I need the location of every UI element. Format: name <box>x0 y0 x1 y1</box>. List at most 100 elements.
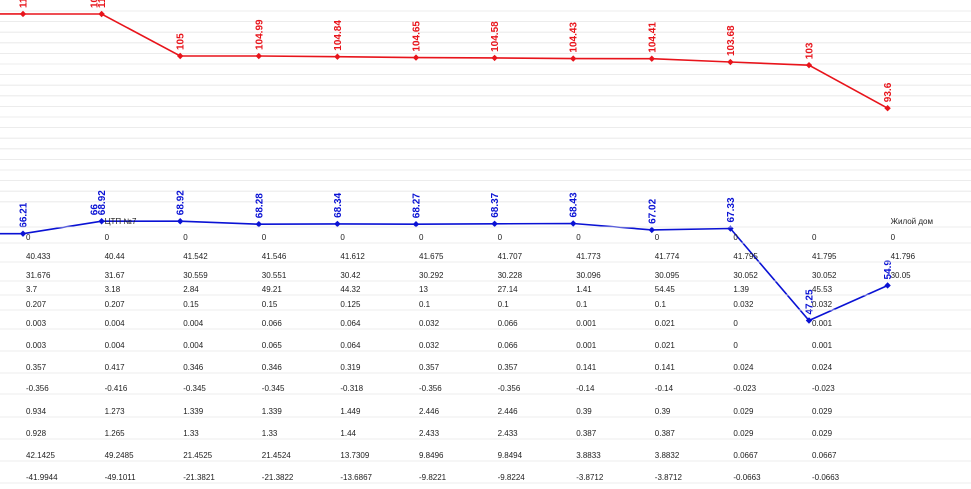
table-cell: 0 <box>498 233 503 242</box>
table-cell: 40.433 <box>26 252 51 261</box>
series-return-data-label: 68.92 <box>97 190 108 215</box>
series-supply-data-label: 104.84 <box>333 20 344 51</box>
table-cell: 44.32 <box>340 285 361 294</box>
table-cell: -3.8712 <box>576 473 604 482</box>
node-name-cell: ЦТП №7 <box>105 217 137 226</box>
table-cell: 41.675 <box>419 252 444 261</box>
table-cell: 0.032 <box>733 300 754 309</box>
series-supply-point <box>884 105 891 112</box>
table-cell: -3.8712 <box>655 473 683 482</box>
table-cell: 0.001 <box>576 319 597 328</box>
table-cell: 0.0667 <box>733 451 758 460</box>
table-cell: 0.387 <box>576 429 597 438</box>
table-cell: 0.064 <box>340 341 361 350</box>
table-cell: -49.1011 <box>105 473 137 482</box>
series-return-line <box>22 220 888 322</box>
series-supply-point <box>19 10 27 18</box>
table-cell: 30.551 <box>262 271 287 280</box>
table-cell: -0.356 <box>419 384 442 393</box>
table-cell: -21.3822 <box>262 473 294 482</box>
series-return-point <box>177 218 184 225</box>
table-cell: 1.273 <box>105 407 126 416</box>
table-cell: 0.003 <box>26 341 47 350</box>
table-cell: 2.84 <box>183 285 199 294</box>
table-cell: 9.8496 <box>419 451 444 460</box>
table-cell: 0.141 <box>576 363 597 372</box>
table-cell: 0.064 <box>340 319 361 328</box>
table-cell: 30.052 <box>733 271 758 280</box>
table-cell: 2.433 <box>419 429 440 438</box>
table-cell: 0.207 <box>26 300 47 309</box>
table-cell: 13 <box>419 285 428 294</box>
table-cell: 41.546 <box>262 252 287 261</box>
table-cell: 0.15 <box>183 300 199 309</box>
table-cell: 0.15 <box>262 300 278 309</box>
table-cell: 30.292 <box>419 271 444 280</box>
table-cell: 0.024 <box>733 363 754 372</box>
table-cell: 0 <box>262 233 267 242</box>
table-cell: -0.345 <box>183 384 206 393</box>
table-cell: 0.39 <box>655 407 671 416</box>
table-cell: -0.14 <box>655 384 674 393</box>
table-cell: 0.004 <box>105 341 126 350</box>
table-cell: -0.416 <box>105 384 128 393</box>
series-supply-data-label: 93.6 <box>883 82 894 102</box>
series-supply-point <box>727 58 734 66</box>
table-cell: 3.8833 <box>576 451 601 460</box>
table-cell: 41.795 <box>733 252 758 261</box>
table-cell: 0.032 <box>812 300 833 309</box>
table-cell: 0.1 <box>576 300 588 309</box>
series-return-data-label: 66.21 <box>19 202 30 227</box>
series-return-data-label: 68.28 <box>254 193 265 218</box>
series-return-point <box>255 220 262 228</box>
table-cell: -0.14 <box>576 384 595 393</box>
series-return-data-label: 68.27 <box>412 193 423 218</box>
node-name-cell: Жилой дом <box>891 217 933 226</box>
series-supply-data-label: 114.17 <box>97 0 108 8</box>
table-cell: 41.612 <box>340 252 365 261</box>
series-supply-data-label: 114.18 <box>19 0 30 8</box>
table-cell: 0.357 <box>419 363 440 372</box>
series-return-data-label: 67.02 <box>647 198 658 223</box>
table-cell: 0 <box>733 319 738 328</box>
grid-lines <box>0 10 971 203</box>
table-cell: 49.2485 <box>105 451 134 460</box>
table-cell: 2.433 <box>498 429 519 438</box>
table-cell: -13.6867 <box>340 473 372 482</box>
table-cell: 0 <box>340 233 345 242</box>
table-cell: 0.004 <box>105 319 126 328</box>
table-cell: 31.67 <box>105 271 126 280</box>
table-cell: -0.023 <box>812 384 835 393</box>
table-cell: -9.8221 <box>419 473 447 482</box>
table-cell: 30.052 <box>812 271 837 280</box>
series-return-data-label: 68.34 <box>333 192 344 217</box>
table-cell: 30.096 <box>576 271 601 280</box>
data-table: ЦТП №7 Жилой дом 0 0 0 0 0 0 0 0 0 0 0 0 40.433 40.44 41… <box>0 217 971 484</box>
table-cell: 27.14 <box>498 285 519 294</box>
table-cell: 0 <box>733 233 738 242</box>
table-cell: 0.928 <box>26 429 47 438</box>
series-supply-data-label: 104.65 <box>412 21 423 52</box>
series-return-point <box>19 230 27 237</box>
table-cell: 0.319 <box>340 363 361 372</box>
series-supply-data-label: 104.43 <box>569 22 580 53</box>
table-cell: 0.001 <box>812 341 833 350</box>
table-cell: 9.8494 <box>498 451 523 460</box>
table-cell: 0 <box>26 233 31 242</box>
series-supply-point <box>491 54 498 62</box>
table-cell: 3.7 <box>26 285 38 294</box>
table-cell: 0.004 <box>183 319 204 328</box>
table-cell: 0.1 <box>419 300 431 309</box>
table-cell: -9.8224 <box>498 473 526 482</box>
series-supply-point <box>98 10 105 18</box>
table-cell: 30.095 <box>655 271 680 280</box>
series-return-point <box>334 220 341 228</box>
series-return-point <box>491 220 498 227</box>
table-cell: 30.559 <box>183 271 208 280</box>
table-cell: 0.029 <box>733 429 754 438</box>
table-cell: 0 <box>183 233 188 242</box>
series-supply-data-label: 105 <box>176 33 187 50</box>
table-cell: 41.542 <box>183 252 208 261</box>
table-cell: 54.45 <box>655 285 676 294</box>
